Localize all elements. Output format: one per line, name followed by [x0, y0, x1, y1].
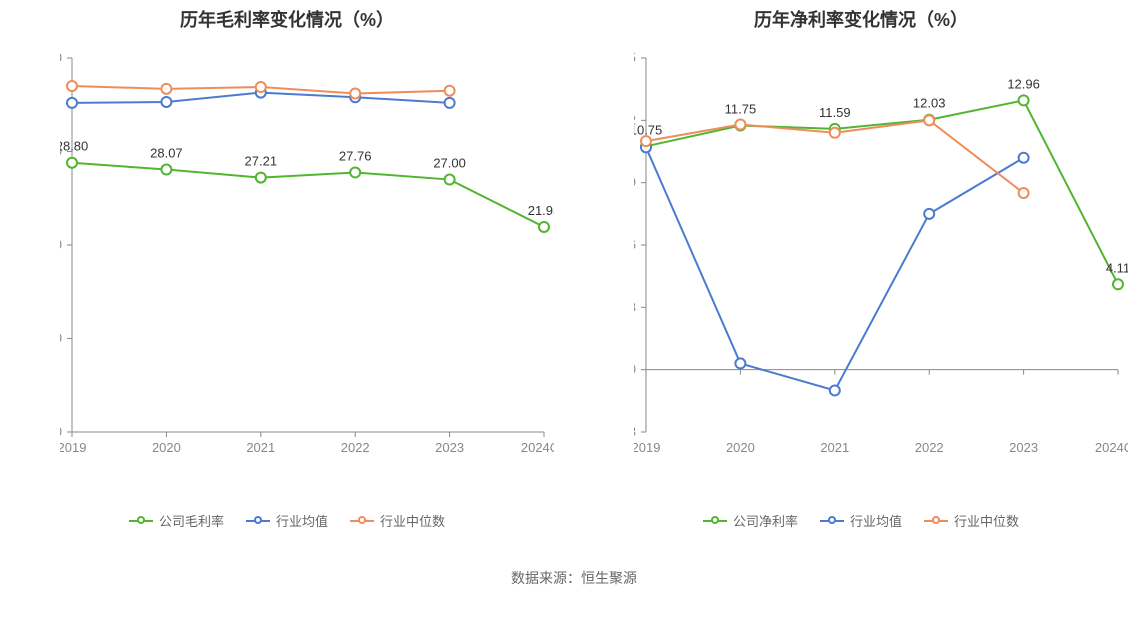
legend-item-company: 公司毛利率: [129, 511, 224, 530]
svg-text:28.80: 28.80: [60, 139, 88, 154]
charts-container: 历年毛利率变化情况（%） 010203040201920202021202220…: [0, 0, 1148, 560]
svg-text:3: 3: [634, 299, 636, 314]
svg-text:27.00: 27.00: [433, 156, 466, 171]
legend-marker-company: [129, 514, 153, 528]
svg-text:11.75: 11.75: [725, 102, 757, 117]
svg-text:2023: 2023: [1009, 440, 1038, 455]
legend-label: 行业中位数: [954, 511, 1019, 530]
legend-item-company: 公司净利率: [703, 511, 798, 530]
legend-label: 行业中位数: [380, 511, 445, 530]
legend-item-industry-mean: 行业均值: [246, 511, 328, 530]
left-chart-svg: 010203040201920202021202220232024Q128.80…: [60, 50, 554, 460]
legend-marker-company: [703, 514, 727, 528]
svg-text:6: 6: [634, 237, 636, 252]
svg-text:-3: -3: [634, 424, 636, 439]
svg-text:0: 0: [634, 362, 636, 377]
svg-text:9: 9: [634, 175, 636, 190]
legend-item-industry-median: 行业中位数: [924, 511, 1019, 530]
svg-text:2019: 2019: [60, 440, 86, 455]
right-chart-svg: -303691215201920202021202220232024Q110.7…: [634, 50, 1128, 460]
right-panel: 历年净利率变化情况（%） -30369121520192020202120222…: [574, 0, 1148, 560]
legend-label: 行业均值: [850, 511, 902, 530]
svg-text:0: 0: [60, 424, 62, 439]
data-source-footer: 数据来源：恒生聚源: [0, 568, 1148, 588]
svg-text:10: 10: [60, 331, 62, 346]
left-plot-area: 010203040201920202021202220232024Q128.80…: [60, 50, 554, 460]
left-chart-title: 历年毛利率变化情况（%）: [0, 6, 574, 32]
svg-text:11.59: 11.59: [819, 105, 851, 120]
svg-text:2024Q1: 2024Q1: [521, 440, 554, 455]
svg-text:2024Q1: 2024Q1: [1095, 440, 1128, 455]
legend-label: 公司净利率: [733, 511, 798, 530]
legend-item-industry-median: 行业中位数: [350, 511, 445, 530]
svg-text:2019: 2019: [634, 440, 660, 455]
right-plot-area: -303691215201920202021202220232024Q110.7…: [634, 50, 1128, 460]
legend-label: 公司毛利率: [159, 511, 224, 530]
svg-text:2022: 2022: [341, 440, 370, 455]
svg-text:21.93: 21.93: [528, 203, 554, 218]
svg-text:2020: 2020: [726, 440, 755, 455]
right-legend: 公司净利率 行业均值 行业中位数: [574, 511, 1148, 530]
svg-text:12.03: 12.03: [913, 96, 946, 111]
legend-marker-industry-mean: [820, 514, 844, 528]
svg-text:2021: 2021: [246, 440, 275, 455]
svg-text:27.21: 27.21: [245, 154, 278, 169]
legend-marker-industry-median: [924, 514, 948, 528]
legend-marker-industry-median: [350, 514, 374, 528]
svg-text:40: 40: [60, 50, 62, 65]
svg-text:2021: 2021: [820, 440, 849, 455]
svg-text:12.96: 12.96: [1007, 76, 1040, 91]
legend-label: 行业均值: [276, 511, 328, 530]
left-legend: 公司毛利率 行业均值 行业中位数: [0, 511, 574, 530]
svg-text:4.11: 4.11: [1106, 260, 1128, 275]
svg-text:15: 15: [634, 50, 636, 65]
svg-text:2022: 2022: [915, 440, 944, 455]
left-panel: 历年毛利率变化情况（%） 010203040201920202021202220…: [0, 0, 574, 560]
right-chart-title: 历年净利率变化情况（%）: [574, 6, 1148, 32]
svg-text:10.75: 10.75: [634, 122, 662, 137]
svg-text:2023: 2023: [435, 440, 464, 455]
svg-text:20: 20: [60, 237, 62, 252]
svg-text:27.76: 27.76: [339, 148, 372, 163]
svg-text:2020: 2020: [152, 440, 181, 455]
legend-item-industry-mean: 行业均值: [820, 511, 902, 530]
svg-text:28.07: 28.07: [150, 146, 183, 161]
legend-marker-industry-mean: [246, 514, 270, 528]
